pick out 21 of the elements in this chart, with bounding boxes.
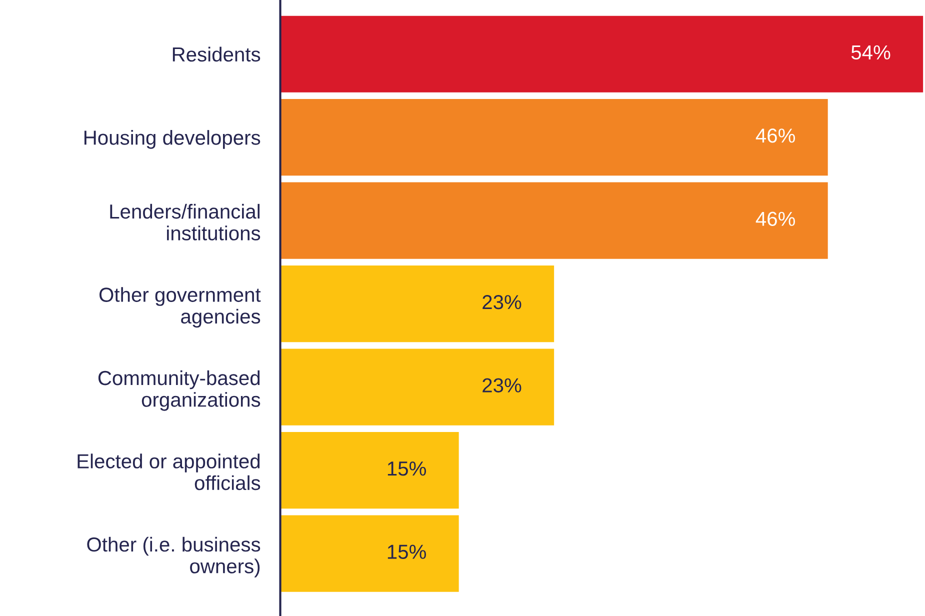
y-tick-label: Housing developers xyxy=(84,130,260,149)
data-label: 15% xyxy=(388,462,426,476)
bar xyxy=(280,515,459,592)
data-label: 54% xyxy=(851,45,890,60)
data-label: 23% xyxy=(482,294,522,310)
bar xyxy=(280,432,459,509)
data-label: 23% xyxy=(482,378,522,392)
y-tick-label: Community-based organizations xyxy=(98,370,260,411)
bar xyxy=(280,266,554,342)
bar xyxy=(280,99,828,176)
y-tick-label: Other government agencies xyxy=(99,287,261,328)
bar xyxy=(280,348,554,426)
data-label: 46% xyxy=(756,212,795,226)
y-tick-label: Residents xyxy=(172,46,260,62)
bar xyxy=(280,182,828,259)
data-label: 46% xyxy=(756,128,795,143)
y-tick-label: Other (i.e. business owners) xyxy=(87,536,260,578)
bar xyxy=(280,16,924,92)
data-label: 15% xyxy=(388,544,426,559)
y-tick-label: Elected or appointed officials xyxy=(78,454,260,490)
y-tick-label: Lenders/financial institutions xyxy=(110,204,260,240)
